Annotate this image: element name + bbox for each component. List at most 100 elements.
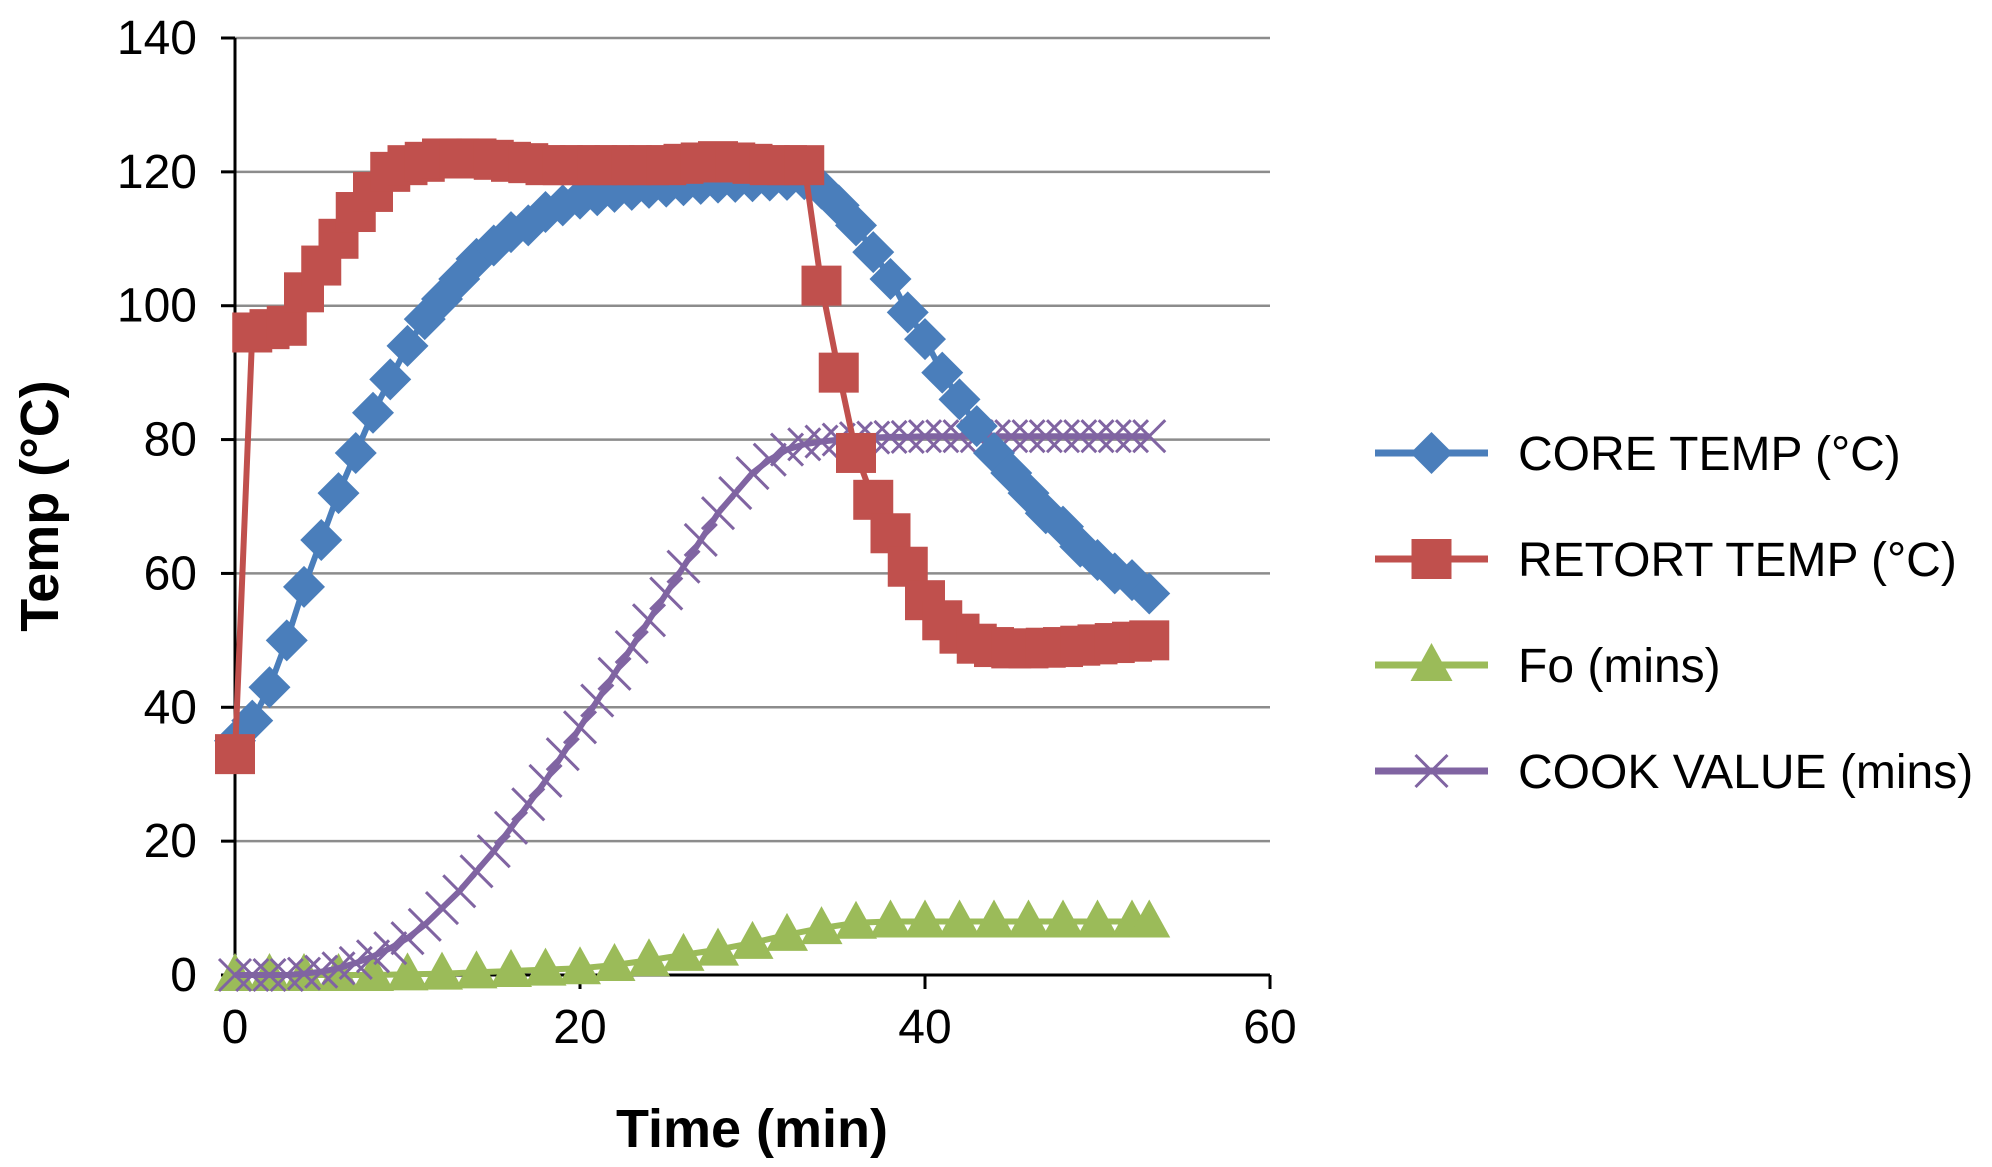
data-point: [338, 945, 373, 981]
data-point: [614, 629, 649, 665]
data-point: [442, 874, 477, 909]
data-point: [248, 666, 291, 709]
data-point: [873, 419, 908, 454]
data-point: [283, 565, 325, 608]
data-point: [835, 204, 877, 247]
data-point: [662, 932, 705, 971]
data-point: [628, 938, 670, 977]
data-point: [853, 479, 894, 520]
data-point: [1007, 899, 1050, 938]
x-tick-label: 20: [553, 1001, 606, 1054]
data-point: [1128, 899, 1171, 938]
data-point: [373, 931, 408, 966]
data-point: [1128, 572, 1171, 615]
data-point: [683, 522, 718, 558]
data-point: [265, 619, 308, 662]
legend-item: RETORT TEMP (°C): [1375, 534, 1957, 587]
data-point: [921, 351, 964, 394]
x-tick-label: 40: [898, 1001, 951, 1054]
legend-marker: [1414, 753, 1449, 789]
data-point: [973, 899, 1015, 938]
y-tick-label: 100: [117, 280, 197, 333]
data-point: [334, 431, 377, 474]
data-point: [631, 603, 667, 638]
data-point: [835, 900, 877, 939]
data-point: [904, 899, 946, 938]
x-axis-title: Time (min): [616, 1099, 888, 1159]
y-tick-label: 60: [144, 547, 197, 600]
data-point: [1129, 620, 1170, 661]
data-point: [562, 710, 598, 745]
legend-marker: [1410, 432, 1453, 474]
data-point: [352, 953, 394, 991]
y-tick-label: 0: [170, 949, 197, 1002]
y-tick-label: 80: [144, 414, 197, 467]
legend-label: COOK VALUE (mins): [1518, 746, 1973, 799]
data-point: [217, 957, 253, 993]
data-point: [528, 763, 563, 798]
data-point: [524, 947, 567, 986]
data-point: [511, 787, 546, 822]
data-point: [490, 948, 532, 987]
data-point: [493, 810, 529, 845]
data-point: [455, 950, 498, 989]
series-square: [215, 138, 1170, 775]
data-point: [355, 939, 391, 974]
data-point: [1076, 899, 1119, 938]
data-point: [731, 920, 774, 959]
legend-item: CORE TEMP (°C): [1375, 428, 1901, 481]
data-point: [1028, 419, 1063, 454]
data-point: [597, 656, 632, 691]
data-point: [925, 419, 960, 454]
data-point: [718, 476, 753, 511]
data-point: [317, 953, 360, 991]
data-point: [252, 957, 287, 993]
series-layer: [214, 138, 1171, 993]
data-point: [269, 957, 304, 993]
data-point: [752, 442, 787, 477]
legend-label: CORE TEMP (°C): [1518, 428, 1901, 481]
data-point: [476, 834, 511, 869]
y-tick-label: 20: [144, 815, 197, 868]
data-point: [890, 419, 925, 454]
data-point: [784, 145, 825, 186]
data-point: [231, 699, 274, 742]
legend-label: RETORT TEMP (°C): [1518, 534, 1957, 587]
data-point: [1063, 419, 1098, 454]
data-point: [1080, 419, 1115, 454]
data-point: [593, 942, 636, 981]
data-point: [887, 546, 928, 587]
data-point: [666, 549, 701, 584]
data-point: [800, 906, 843, 945]
data-point: [852, 231, 895, 274]
data-point: [1011, 419, 1046, 454]
data-point: [938, 378, 981, 421]
data-point: [317, 472, 360, 515]
series-line: [235, 433, 1150, 978]
data-point: [818, 352, 859, 393]
series-x: [217, 419, 1167, 993]
data-point: [649, 576, 684, 611]
data-point: [300, 518, 343, 561]
data-point: [559, 946, 601, 985]
data-point: [836, 432, 876, 473]
data-point: [700, 496, 736, 531]
data-point: [904, 318, 946, 361]
y-tick-label: 40: [144, 681, 197, 734]
data-point: [580, 683, 615, 718]
data-point: [907, 419, 943, 454]
data-point: [1097, 419, 1132, 454]
x-tick-label: 60: [1243, 1001, 1296, 1054]
data-point: [386, 952, 429, 991]
data-point: [1042, 899, 1084, 938]
data-point: [938, 899, 981, 938]
data-point: [1045, 419, 1081, 454]
data-point: [1114, 419, 1150, 454]
y-tick-label: 120: [117, 146, 197, 199]
data-point: [266, 305, 307, 346]
data-point: [421, 951, 463, 990]
data-point: [766, 912, 808, 951]
ticks: 0 20 40 60 80 100 120 140 0 20 40 60: [117, 12, 1297, 1054]
legend-marker: [1411, 539, 1452, 579]
